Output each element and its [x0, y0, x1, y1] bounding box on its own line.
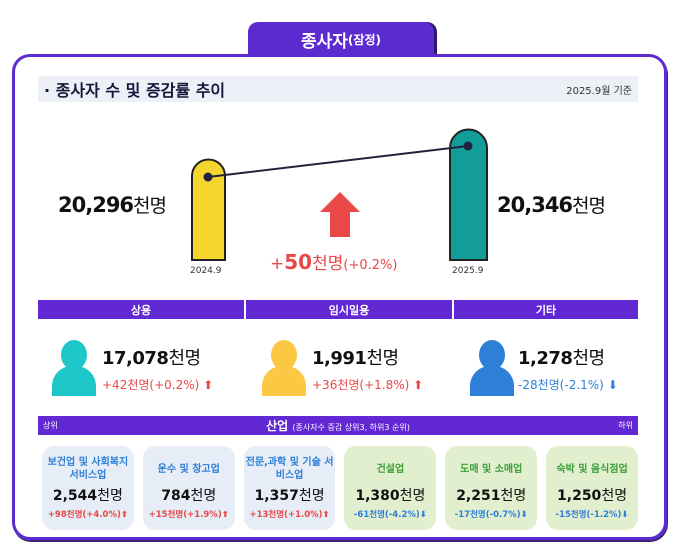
category-regular: 17,078천명 +42천명(+0.2%) ⬆ — [102, 348, 214, 392]
title-tab: 종사자 (잠정) — [248, 22, 434, 56]
prev-label: 2024.9 — [190, 266, 222, 276]
title-sub: (잠정) — [347, 32, 381, 47]
category-bar: 상용 임시일용 기타 — [38, 300, 638, 319]
industry-card: 건설업 1,380천명 -61천명(-4.2%)⬇ — [344, 446, 437, 530]
down-arrow-icon: ⬇ — [520, 510, 528, 520]
industry-title: 산업 (종사자수 증감 상위3, 하위3 순위) — [266, 419, 410, 433]
section-title: · 종사자 수 및 증감률 추이 — [44, 81, 226, 100]
industry-card: 도매 및 소매업 2,251천명 -17천명(-0.7%)⬇ — [445, 446, 538, 530]
curr-bar — [449, 128, 488, 261]
down-arrow-icon: ⬇ — [419, 510, 427, 520]
up-arrow-icon — [320, 192, 360, 237]
industry-card: 숙박 및 음식점업 1,250천명 -15천명(-1.2%)⬇ — [546, 446, 638, 530]
industry-card: 운수 및 창고업 784천명 +15천명(+1.9%)⬆ — [142, 446, 235, 530]
person-icon — [52, 340, 96, 396]
industry-card: 전문,과학 및 기술 서비스업 1,357천명 +13천명(+1.0%)⬆ — [243, 446, 336, 530]
down-arrow-icon: ⬇ — [607, 378, 618, 392]
up-arrow-icon: ⬆ — [120, 510, 128, 520]
trend-line — [207, 145, 469, 178]
curr-dot — [463, 141, 473, 151]
down-arrow-icon: ⬇ — [621, 510, 629, 520]
prev-dot — [203, 172, 213, 182]
prev-total: 20,296천명 — [58, 193, 167, 217]
reference-date: 2025.9월 기준 — [566, 85, 632, 97]
up-arrow-icon: ⬆ — [322, 510, 330, 520]
top-label: 상위 — [43, 421, 58, 430]
category-temporary: 1,991천명 +36천명(+1.8%) ⬆ — [312, 348, 424, 392]
up-arrow-icon: ⬆ — [203, 378, 214, 392]
industry-card: 보건업 및 사회복지 서비스업 2,544천명 +98천명(+4.0%)⬆ — [42, 446, 134, 530]
bottom-label: 하위 — [618, 421, 633, 430]
category-header-temporary: 임시일용 — [246, 300, 452, 319]
industry-cards: 보건업 및 사회복지 서비스업 2,544천명 +98천명(+4.0%)⬆ 운수 및… — [42, 446, 638, 530]
section-header: · 종사자 수 및 증감률 추이 2025.9월 기준 — [38, 76, 638, 102]
category-header-regular: 상용 — [38, 300, 244, 319]
up-arrow-icon: ⬆ — [221, 510, 229, 520]
trend-graphic — [191, 128, 488, 261]
industry-bar: 상위 산업 (종사자수 증감 상위3, 하위3 순위) 하위 — [38, 416, 638, 435]
total-change: +50천명(+0.2%) — [270, 250, 398, 274]
title-text: 종사자 — [301, 31, 348, 52]
up-arrow-icon: ⬆ — [413, 378, 424, 392]
content-frame — [12, 54, 667, 540]
curr-total: 20,346천명 — [497, 193, 606, 217]
person-icon — [470, 340, 514, 396]
category-header-other: 기타 — [454, 300, 638, 319]
category-other: 1,278천명 -28천명(-2.1%) ⬇ — [518, 348, 618, 392]
person-icon — [262, 340, 306, 396]
curr-label: 2025.9 — [452, 266, 484, 276]
